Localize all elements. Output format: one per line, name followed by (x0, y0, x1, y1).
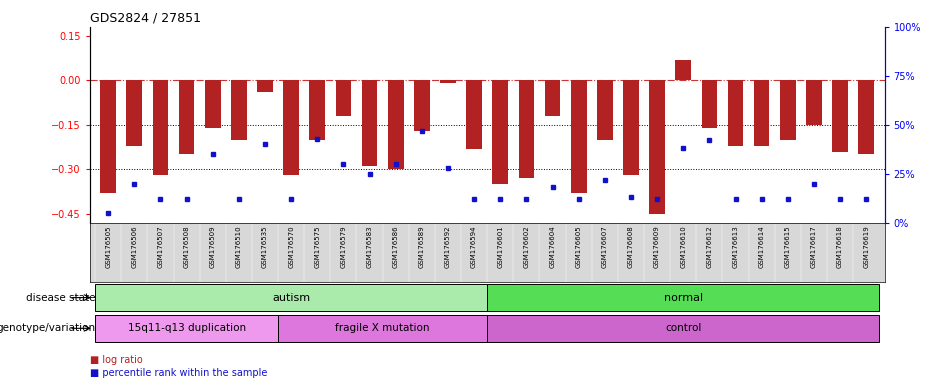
Bar (806, 80, 822, 125)
Bar (466, 80, 482, 149)
Text: GSM176535: GSM176535 (262, 226, 268, 268)
Text: GSM176508: GSM176508 (184, 226, 189, 268)
Bar (675, 60, 692, 80)
Bar (597, 80, 613, 140)
Text: disease state: disease state (26, 293, 96, 303)
Bar (649, 80, 665, 214)
Text: GSM176614: GSM176614 (759, 226, 764, 268)
Bar (100, 80, 116, 193)
Bar (754, 80, 769, 146)
Text: GSM176575: GSM176575 (314, 226, 321, 268)
Bar (283, 80, 299, 175)
Text: GSM176608: GSM176608 (628, 226, 634, 268)
Bar (545, 80, 560, 116)
Bar (487, 315, 879, 342)
Text: GSM176609: GSM176609 (654, 226, 660, 268)
Text: GSM176583: GSM176583 (366, 226, 373, 268)
Text: GSM176586: GSM176586 (393, 226, 398, 268)
Text: GSM176619: GSM176619 (863, 226, 869, 268)
Text: GSM176602: GSM176602 (523, 226, 530, 268)
Text: 15q11-q13 duplication: 15q11-q13 duplication (128, 323, 246, 333)
Text: GSM176509: GSM176509 (210, 226, 216, 268)
Bar (727, 80, 744, 146)
Bar (414, 80, 429, 131)
Text: GSM176594: GSM176594 (471, 226, 477, 268)
Text: normal: normal (664, 293, 703, 303)
Text: GSM176601: GSM176601 (498, 226, 503, 268)
Text: GSM176579: GSM176579 (341, 226, 346, 268)
Text: GSM176510: GSM176510 (236, 226, 242, 268)
Bar (96, 285, 487, 311)
Text: GSM176618: GSM176618 (837, 226, 843, 268)
Bar (361, 80, 377, 166)
Bar (278, 315, 487, 342)
Text: ■ percentile rank within the sample: ■ percentile rank within the sample (90, 368, 267, 379)
Bar (309, 80, 325, 140)
Text: fragile X mutation: fragile X mutation (336, 323, 429, 333)
Text: GSM176605: GSM176605 (576, 226, 582, 268)
Bar (440, 80, 456, 83)
Bar (832, 80, 848, 152)
Bar (702, 80, 717, 128)
Bar (623, 80, 639, 175)
Bar (858, 80, 874, 154)
Text: GSM176570: GSM176570 (289, 226, 294, 268)
Text: GSM176607: GSM176607 (602, 226, 608, 268)
Text: genotype/variation: genotype/variation (0, 323, 96, 333)
Bar (487, 285, 879, 311)
Bar (518, 80, 534, 178)
Text: GSM176615: GSM176615 (785, 226, 791, 268)
Text: autism: autism (272, 293, 310, 303)
Bar (336, 80, 351, 116)
Text: GSM176617: GSM176617 (811, 226, 817, 268)
Text: GSM176505: GSM176505 (105, 226, 112, 268)
Bar (780, 80, 796, 140)
Bar (493, 80, 508, 184)
Bar (570, 80, 587, 193)
Text: GSM176613: GSM176613 (732, 226, 739, 268)
Bar (388, 80, 404, 169)
Bar (231, 80, 247, 140)
Text: GDS2824 / 27851: GDS2824 / 27851 (90, 11, 201, 24)
Bar (152, 80, 168, 175)
Bar (127, 80, 142, 146)
Text: GSM176610: GSM176610 (680, 226, 686, 268)
Bar (96, 315, 278, 342)
Bar (257, 80, 272, 92)
Text: GSM176506: GSM176506 (131, 226, 137, 268)
Text: control: control (665, 323, 701, 333)
Text: GSM176589: GSM176589 (419, 226, 425, 268)
Text: GSM176592: GSM176592 (445, 226, 451, 268)
Text: ■ log ratio: ■ log ratio (90, 355, 143, 365)
Text: GSM176612: GSM176612 (707, 226, 712, 268)
Bar (179, 80, 195, 154)
Text: GSM176507: GSM176507 (157, 226, 164, 268)
Bar (205, 80, 220, 128)
Text: GSM176604: GSM176604 (550, 226, 555, 268)
